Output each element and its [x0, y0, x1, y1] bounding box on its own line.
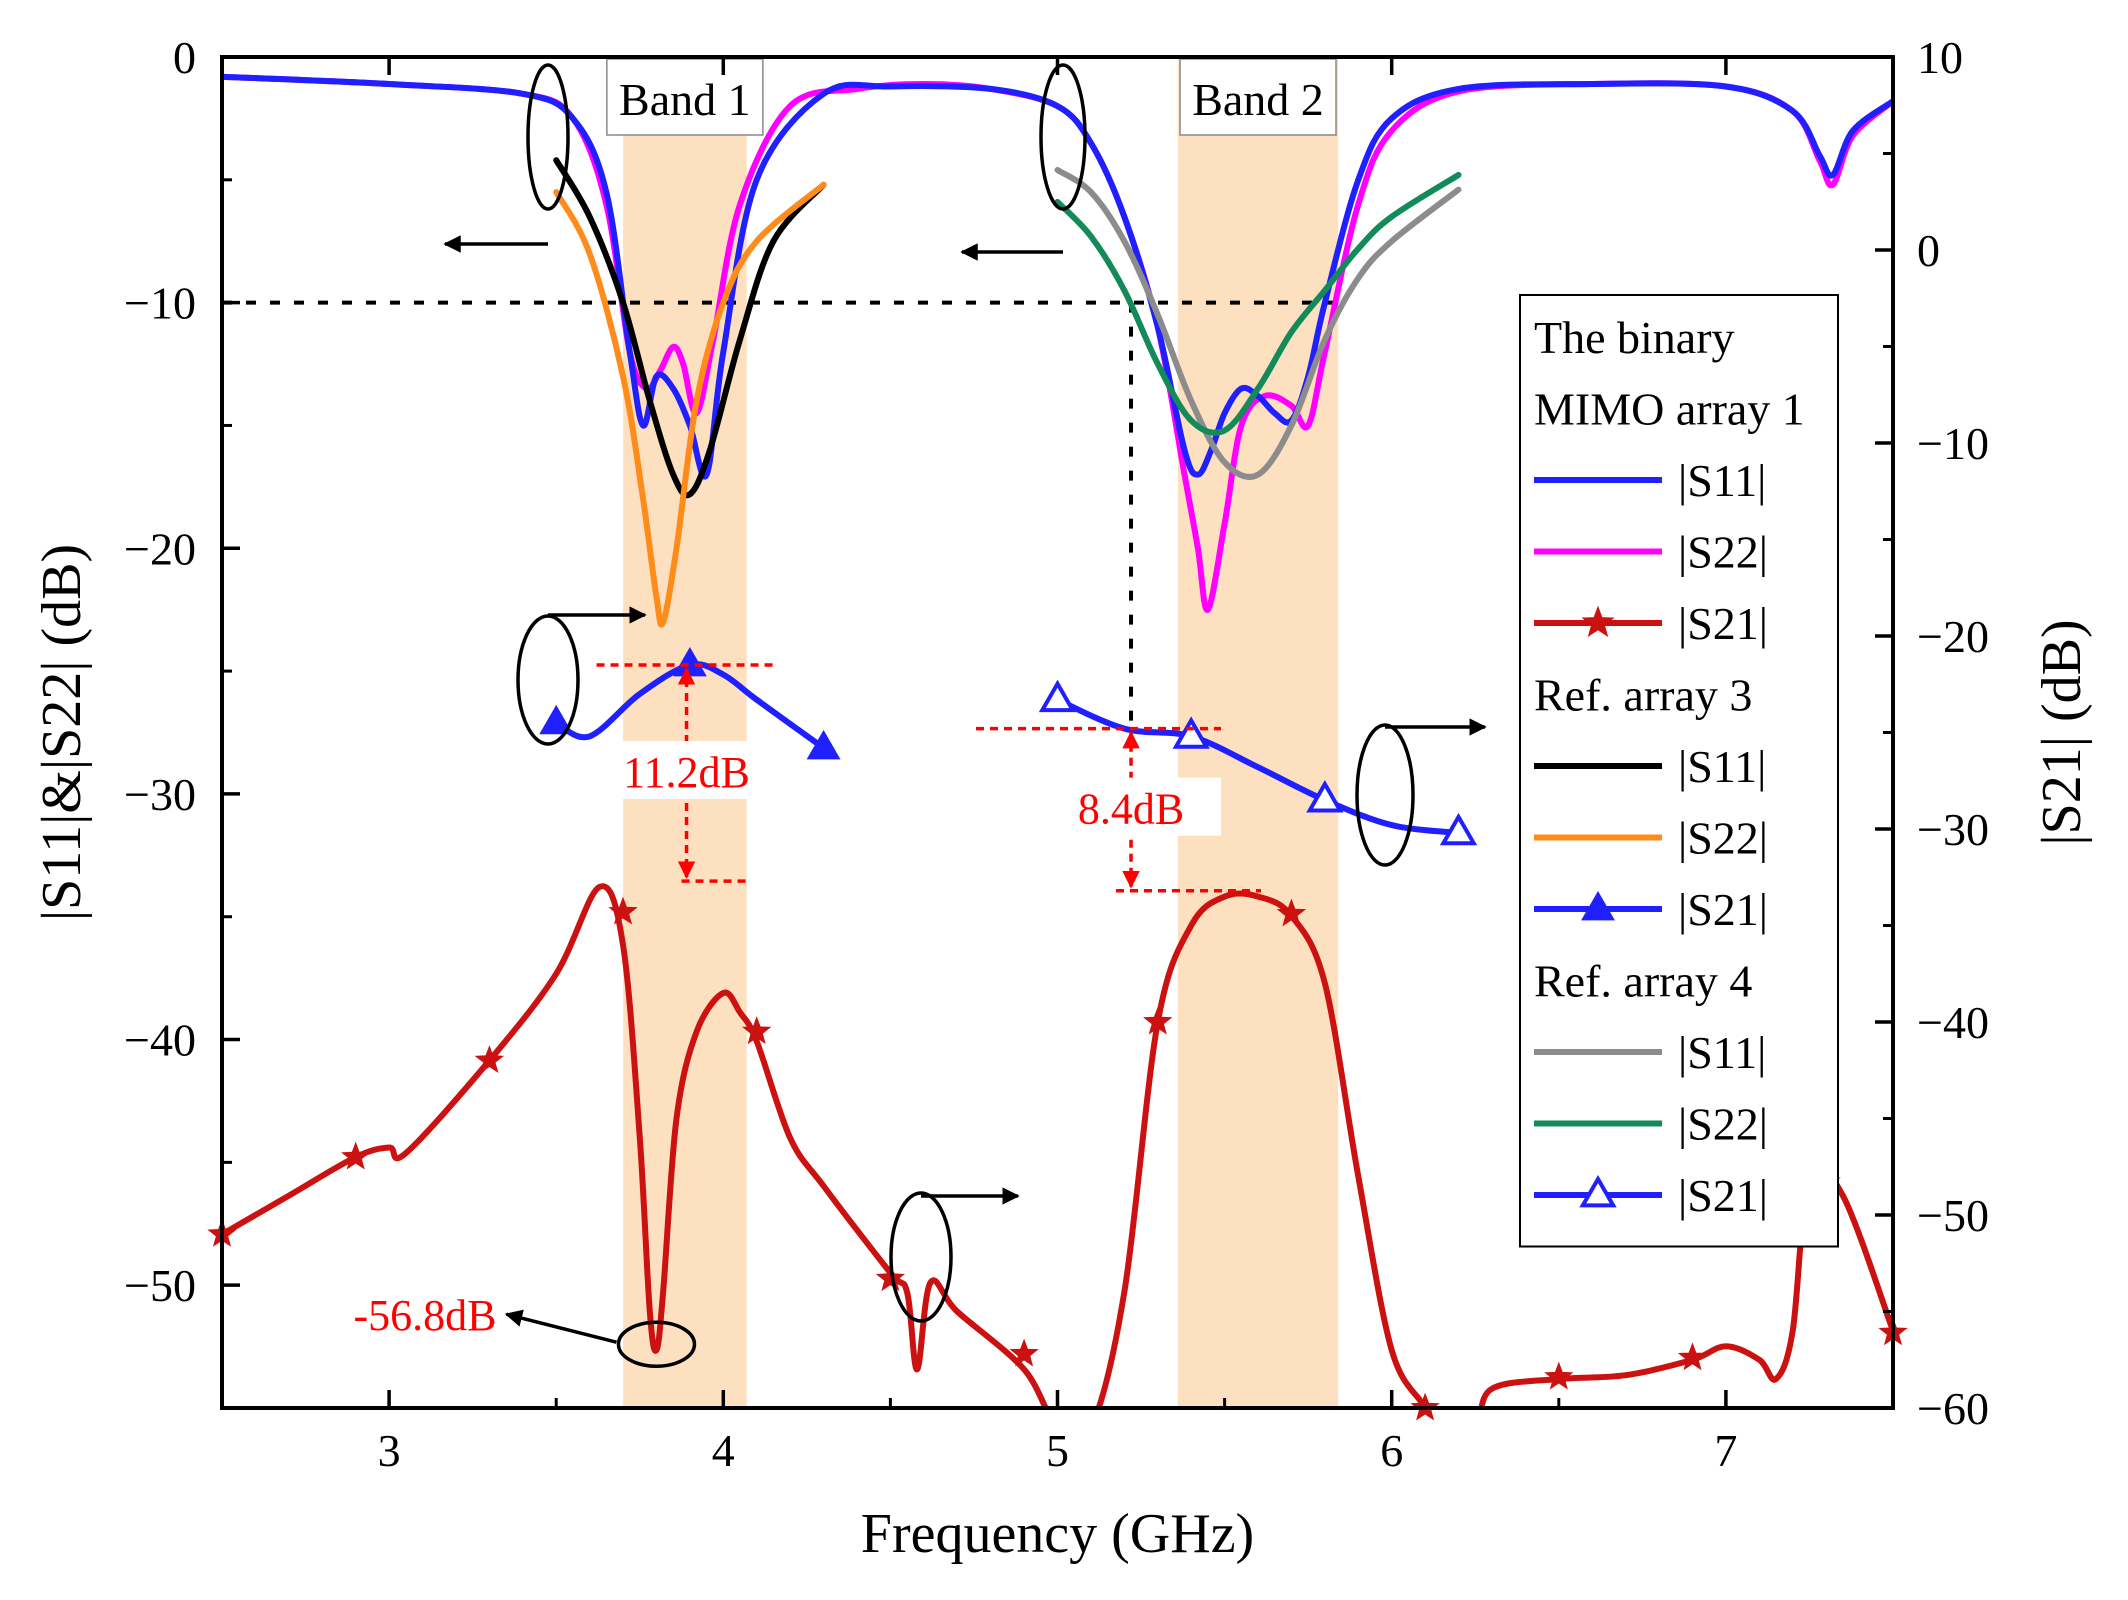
band2-s11-left-axis-callout-ellipse — [1039, 63, 1087, 211]
series-lines — [222, 73, 1893, 1408]
legend-entry-label: |S11| — [1678, 741, 1766, 792]
series-marker-ref-array-3-s21 — [806, 729, 841, 760]
x-tick-label: 7 — [1714, 1425, 1737, 1476]
band-2-label-box — [1179, 58, 1337, 136]
x-tick-label: 6 — [1380, 1425, 1403, 1476]
y2-axis-title: |S21| (dB) — [2031, 619, 2093, 845]
x-tick-label: 3 — [378, 1425, 401, 1476]
y2-tick-label: −30 — [1917, 804, 1989, 855]
annotation-0-label-bg — [596, 741, 777, 800]
legend-entry-label: |S11| — [1678, 1027, 1766, 1078]
band2-s21-right-axis-callout-ellipse — [1355, 723, 1415, 867]
series-marker-the-binary-mimo-array-1-s21 — [1143, 1006, 1173, 1035]
band-1-label: Band 1 — [619, 74, 751, 125]
legend-swatch-marker — [1581, 605, 1615, 638]
series-marker-ref-array-4-s21 — [1172, 716, 1210, 749]
legend-swatch-marker — [1581, 890, 1615, 921]
x-tick-label: 5 — [1046, 1425, 1069, 1476]
y2-tick-label: 0 — [1917, 225, 1940, 276]
series-marker-ref-array-4-s21 — [1038, 679, 1077, 713]
axes: 3 4 5 6 7 0 −10 −20 −30 −40 −50 10 0 −10 −20 −30 −40 −50 −… — [31, 32, 2093, 1565]
null-highlight-ellipse — [616, 1320, 697, 1368]
band1-s11-left-axis-callout-ellipse — [526, 63, 570, 211]
series-marker-the-binary-mimo-array-1-s21 — [1009, 1338, 1039, 1367]
band-2-label: Band 2 — [1192, 74, 1324, 125]
annotation-1-label-bg — [1041, 777, 1222, 836]
y2-tick-label: 10 — [1917, 32, 1963, 83]
band-1-label-box — [606, 58, 764, 136]
legend-group-header: MIMO array 1 — [1534, 384, 1805, 435]
legend-entry-label: |S11| — [1678, 455, 1766, 506]
reference-lines — [222, 300, 1342, 745]
legend-entry-label: |S21| — [1678, 884, 1768, 935]
series-marker-the-binary-mimo-array-1-s21 — [742, 1016, 772, 1045]
x-axis-title: Frequency (GHz) — [861, 1503, 1254, 1565]
legend-box — [1519, 294, 1839, 1248]
series-marker-the-binary-mimo-array-1-s21 — [474, 1045, 505, 1074]
y-tick-label: −50 — [124, 1260, 196, 1311]
series-marker-the-binary-mimo-array-1-s21 — [875, 1263, 906, 1292]
series-marker-the-binary-mimo-array-1-s21 — [1276, 898, 1307, 927]
legend: The binary MIMO array 1 |S11| |S22| |S21| Ref… — [1519, 294, 1839, 1248]
y-tick-label: −20 — [124, 523, 196, 574]
legend-swatch-marker — [1579, 1174, 1617, 1208]
series-marker-the-binary-mimo-array-1-s21 — [608, 896, 638, 925]
series-marker-the-binary-mimo-array-1-s21 — [341, 1141, 371, 1170]
band-2-region — [1177, 57, 1339, 1408]
legend-group-header: Ref. array 3 — [1534, 670, 1752, 721]
series-marker-ref-array-4-s21 — [1306, 780, 1344, 813]
series-line-ref-array-4-s22 — [1054, 171, 1462, 436]
annotations: Band 1 Band 2 11.2dB 8.4dB -56.8dB — [353, 58, 1487, 1368]
series-marker-ref-array-3-s21 — [539, 704, 574, 735]
null-depth-label: -56.8dB — [353, 1291, 496, 1340]
annotation-1-label: 8.4dB — [1078, 785, 1184, 834]
mid-s21-right-axis-callout-ellipse — [889, 1191, 953, 1323]
y2-tick-label: −10 — [1917, 418, 1989, 469]
x-tick-label: 4 — [712, 1425, 735, 1476]
legend-entry-label: |S22| — [1678, 527, 1768, 578]
series-marker-ref-array-4-s21 — [1439, 812, 1478, 846]
series-line-the-binary-mimo-array-1-s21 — [222, 883, 1893, 1408]
legend-entry-label: |S22| — [1678, 1099, 1768, 1150]
legend-group-header: The binary — [1534, 312, 1735, 363]
legend-entry-label: |S21| — [1678, 598, 1768, 649]
y2-tick-label: −40 — [1917, 997, 1989, 1048]
series-marker-the-binary-mimo-array-1-s21 — [1544, 1361, 1574, 1390]
series-line-ref-array-4-s21 — [1054, 696, 1462, 836]
y2-tick-label: −50 — [1917, 1190, 1989, 1241]
annotation-0-label: 11.2dB — [623, 748, 750, 797]
y-tick-label: 0 — [173, 32, 196, 83]
y2-tick-label: −20 — [1917, 611, 1989, 662]
series-marker-the-binary-mimo-array-1-s21 — [1677, 1342, 1708, 1371]
legend-group-header: Ref. array 4 — [1534, 956, 1752, 1007]
frequency-bands — [623, 57, 1339, 1408]
legend-entry-label: |S22| — [1678, 813, 1768, 864]
null-pointer-arrow — [504, 1309, 617, 1344]
series-line-ref-array-4-s11 — [1054, 167, 1462, 480]
y2-tick-label: −60 — [1917, 1383, 1989, 1434]
y-axis-title: |S11|&|S22| (dB) — [31, 544, 93, 921]
y-tick-label: −30 — [124, 769, 196, 820]
legend-entry-label: |S21| — [1678, 1170, 1768, 1221]
y-tick-label: −40 — [124, 1015, 196, 1066]
y-tick-label: −10 — [124, 278, 196, 329]
series-line-ref-array-3-s22 — [553, 181, 827, 628]
